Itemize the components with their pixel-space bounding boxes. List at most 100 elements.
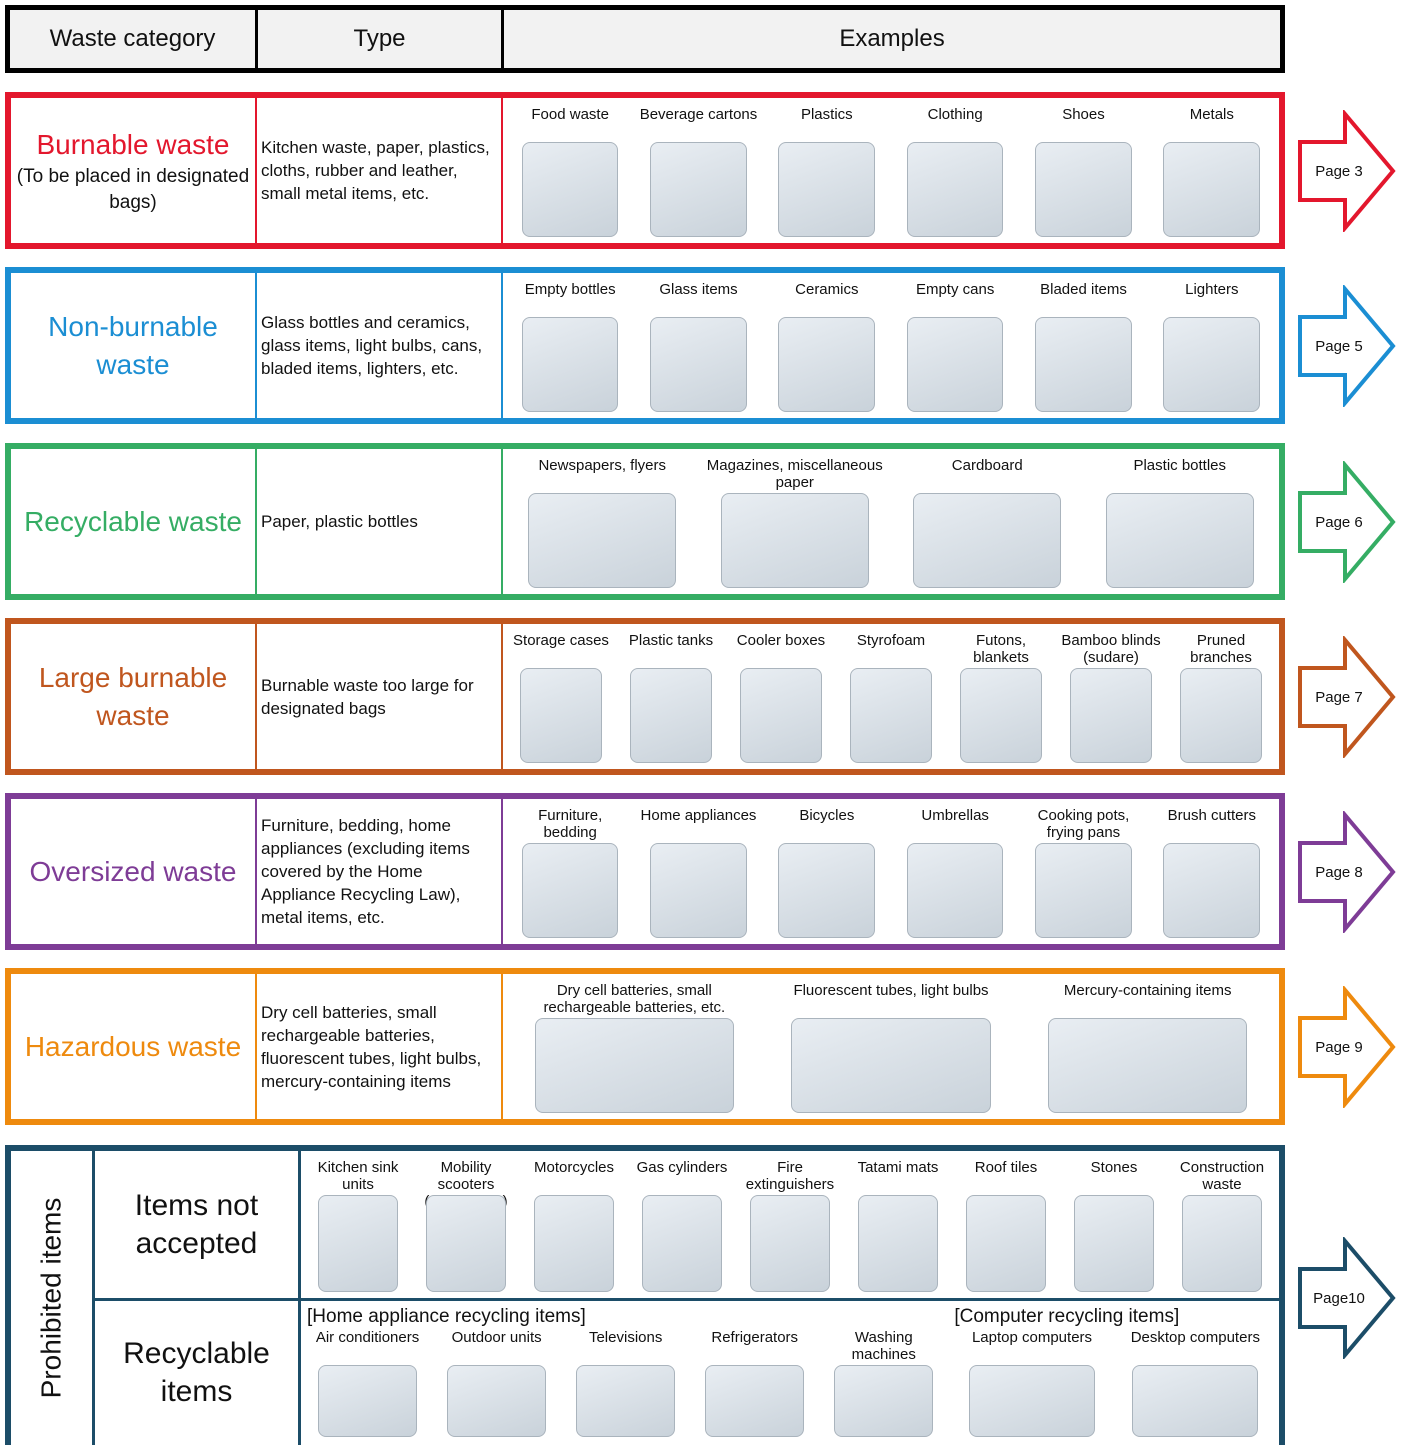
example-picture xyxy=(650,317,747,412)
example-picture xyxy=(641,1195,723,1292)
example-item: Tatami mats xyxy=(849,1159,947,1292)
examples-cell: Food waste Beverage cartons Plastics Clothi… xyxy=(501,98,1279,243)
arrow-shape xyxy=(1298,1237,1396,1359)
page-label: Page 7 xyxy=(1315,689,1363,706)
page-arrow: Page 7 xyxy=(1298,636,1396,758)
example-item: Plastic bottles xyxy=(1089,457,1272,588)
example-picture xyxy=(791,1018,991,1113)
example-picture xyxy=(521,142,619,237)
example-label: Plastic tanks xyxy=(628,632,714,649)
subrow-label: Items not accepted xyxy=(134,1188,259,1260)
example-item: Bladed items xyxy=(1024,281,1142,412)
example-item: Air conditioners xyxy=(307,1329,428,1437)
arrow-shape xyxy=(1298,986,1396,1108)
example-item: Cooking pots, frying pans xyxy=(1024,807,1142,938)
example-picture xyxy=(425,1195,507,1292)
example-picture xyxy=(1181,1195,1263,1292)
example-item: Empty cans xyxy=(896,281,1014,412)
example-item: Cardboard xyxy=(896,457,1079,588)
example-item: Outdoor units xyxy=(436,1329,557,1437)
example-item: Pruned branches xyxy=(1171,632,1271,763)
example-picture xyxy=(740,668,822,763)
category-title: Recyclable waste xyxy=(24,505,242,537)
example-picture xyxy=(857,1195,939,1292)
example-item: Plastic tanks xyxy=(621,632,721,763)
type-cell: Dry cell batteries, small rechargeable b… xyxy=(255,974,501,1119)
example-picture xyxy=(1163,142,1261,237)
page-arrow: Page10 xyxy=(1298,1237,1396,1359)
example-item: Construction waste xyxy=(1173,1159,1271,1292)
example-item: Beverage cartons xyxy=(639,106,757,237)
example-label: Mobility scooters (senior cars) xyxy=(424,1159,507,1210)
arrow-shape xyxy=(1298,811,1396,933)
subrow-examples: [Home appliance recycling items] Air cond… xyxy=(298,1301,1279,1445)
example-label: Empty bottles xyxy=(524,281,616,298)
example-label: Televisions xyxy=(588,1329,663,1346)
example-label: Ceramics xyxy=(795,281,859,298)
example-label: Beverage cartons xyxy=(639,106,758,123)
example-item: Plastics xyxy=(768,106,886,237)
example-picture xyxy=(1070,668,1152,763)
example-item: Motorcycles xyxy=(525,1159,623,1292)
group-heading: [Computer recycling items] xyxy=(954,1306,1180,1327)
arrow-shape xyxy=(1298,110,1396,232)
example-item: Fire extinguishers xyxy=(741,1159,839,1292)
example-item: Televisions xyxy=(565,1329,686,1437)
example-picture xyxy=(906,142,1004,237)
example-picture xyxy=(913,493,1062,588)
example-label: Outdoor units xyxy=(451,1329,542,1346)
prohibited-label: Prohibited items xyxy=(35,1197,67,1399)
example-picture xyxy=(850,668,932,763)
arrow-shape xyxy=(1298,285,1396,407)
type-cell: Paper, plastic bottles xyxy=(255,449,501,594)
example-label: Styrofoam xyxy=(856,632,926,649)
header-row: Waste category Type Examples xyxy=(5,5,1285,73)
group-items: Air conditioners Outdoor units Televisions… xyxy=(307,1329,944,1445)
example-label: Stones xyxy=(1090,1159,1138,1176)
category-title: Large burnable waste xyxy=(38,661,228,731)
example-item: Bicycles xyxy=(768,807,886,938)
example-label: Motorcycles xyxy=(533,1159,615,1176)
example-item: Newspapers, flyers xyxy=(511,457,694,588)
subrow-label-cell: Recyclable items xyxy=(95,1301,298,1445)
example-picture xyxy=(650,843,747,938)
example-picture xyxy=(520,668,602,763)
example-label: Dry cell batteries, small rechargeable b… xyxy=(543,982,726,1016)
example-item: Glass items xyxy=(639,281,757,412)
example-picture xyxy=(447,1365,547,1437)
example-label: Bladed items xyxy=(1040,281,1127,298)
example-item: Metals xyxy=(1153,106,1271,237)
example-item: Empty bottles xyxy=(511,281,629,412)
example-picture xyxy=(834,1365,934,1437)
example-label: Clothing xyxy=(927,106,983,123)
example-picture xyxy=(521,843,619,938)
example-label: Empty cans xyxy=(915,281,995,298)
example-picture xyxy=(1035,843,1132,938)
example-item: Styrofoam xyxy=(841,632,941,763)
example-label: Home appliances xyxy=(640,807,757,824)
arrow-shape xyxy=(1298,636,1396,758)
example-label: Bicycles xyxy=(799,807,855,824)
page-label: Page10 xyxy=(1313,1290,1365,1307)
example-item: Clothing xyxy=(896,106,1014,237)
category-row: Oversized waste Furniture, bedding, home … xyxy=(5,793,1285,950)
category-note: (To be placed in designated bags) xyxy=(16,165,250,213)
category-cell: Non-burnable waste xyxy=(11,273,255,418)
example-picture xyxy=(650,142,747,237)
page-arrow: Page 8 xyxy=(1298,811,1396,933)
example-item: Stones xyxy=(1065,1159,1163,1292)
example-picture xyxy=(1035,142,1132,237)
example-label: Brush cutters xyxy=(1167,807,1256,824)
header-cell: Waste category xyxy=(49,25,216,52)
example-label: Refrigerators xyxy=(711,1329,799,1346)
type-cell: Furniture, bedding, home appliances (exc… xyxy=(255,799,501,944)
category-row: Large burnable waste Burnable waste too l… xyxy=(5,618,1285,775)
example-item: Shoes xyxy=(1024,106,1142,237)
prohibited-section: Prohibited items Items not accepted Kitche… xyxy=(5,1145,1285,1445)
example-item: Desktop computers xyxy=(1118,1329,1273,1437)
example-label: Washing machines xyxy=(851,1329,916,1363)
recycling-group: [Home appliance recycling items] Air cond… xyxy=(307,1305,944,1445)
example-item: Ceramics xyxy=(768,281,886,412)
example-label: Fluorescent tubes, light bulbs xyxy=(793,982,989,999)
